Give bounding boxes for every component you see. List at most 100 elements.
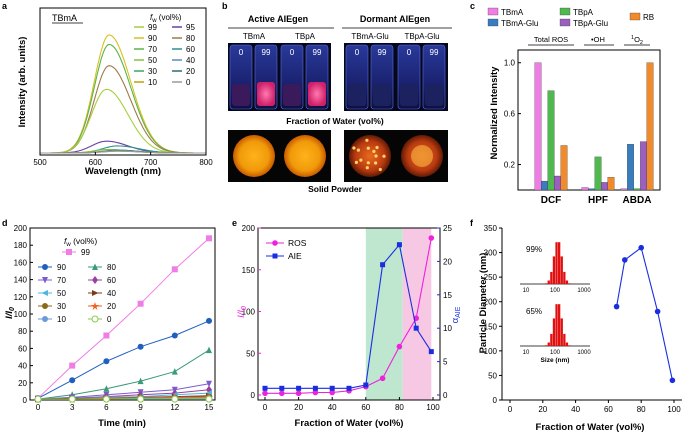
d-xtick-label: 9: [138, 403, 143, 412]
d-ytick-label: 60: [18, 344, 27, 353]
inset-65-bar: [547, 342, 550, 346]
d-xtick-label: 3: [70, 403, 75, 412]
inset-65-bar: [552, 318, 556, 346]
d-point-90: [69, 377, 76, 384]
a-xlabel: Wavelength (nm): [85, 166, 161, 177]
spectrum-80: [40, 65, 206, 154]
e-ytick-right-label: 5: [443, 358, 448, 367]
a-xtick-label: 600: [89, 158, 103, 167]
powder-speckle: [352, 146, 356, 150]
c-legend-swatch-TBpA-Glu: [559, 18, 571, 27]
c-legend-label-RB: RB: [643, 13, 654, 22]
c-ytick-label: 0.6: [504, 110, 516, 119]
e-point-ROS: [295, 390, 302, 397]
b-powder-photos: [228, 130, 448, 182]
e-ytick-right-label: 20: [443, 257, 452, 266]
d-legend-marker-60: [92, 276, 98, 284]
spectrum-99: [40, 88, 206, 154]
powder-speckle: [382, 154, 386, 158]
e-ytick-right-label: 25: [443, 224, 452, 233]
c-legend: TBmA TBmA-Glu TBpA TBpA-Glu RB: [487, 7, 654, 28]
inset-65-bar: [563, 333, 566, 346]
powder-speckle: [359, 158, 363, 162]
plot-frame-a: [39, 7, 207, 156]
inset-99-bar: [558, 242, 561, 284]
inset-99-bar: [545, 283, 548, 284]
c-legend-swatch-TBmA: [487, 7, 499, 16]
inset-99-bar: [555, 242, 558, 284]
bar-TBmA-Glu-DCF: [541, 180, 548, 191]
d-point-80: [103, 385, 110, 392]
d-ytick-label: 180: [14, 241, 28, 250]
vial-emission-glow: [308, 82, 326, 106]
c-ylabel: Normalized Intensity: [489, 66, 500, 160]
a-legend-label-95: 95: [186, 23, 195, 32]
panel-letter-c: c: [470, 1, 475, 11]
vial-emission-glow: [257, 82, 275, 106]
powder-speckle: [374, 161, 378, 165]
vial-label: 0: [407, 48, 412, 57]
vial-dark-liquid: [400, 84, 418, 106]
d-point-99: [69, 362, 76, 369]
a-legend-label-70: 70: [148, 45, 157, 54]
d-point-70: [206, 380, 212, 388]
b-group-active: Active AIEgen: [248, 14, 308, 24]
d-ytick-label: 80: [18, 327, 27, 336]
e-point-AIE: [346, 385, 352, 391]
spectrum-0: [40, 150, 206, 154]
e-point-AIE: [312, 385, 318, 391]
f-point: [622, 257, 628, 263]
d-legend-label-30: 30: [57, 302, 66, 311]
inset-65-bar: [560, 318, 563, 346]
e-xtick-label: 60: [361, 403, 370, 412]
e-legend-marker-AIE: [272, 253, 278, 259]
b-group-dormant: Dormant AIEgen: [360, 14, 430, 24]
inset-65-bar: [565, 342, 569, 346]
d-legend-label-80: 80: [107, 263, 116, 272]
d-ytick-label: 100: [14, 310, 28, 319]
vial-label: 99: [262, 48, 271, 57]
e-xtick-label: 0: [263, 403, 268, 412]
d-xtick-label: 15: [205, 403, 214, 412]
d-point-99: [171, 266, 178, 273]
d-legend-marker-0: [91, 315, 99, 323]
d-ytick-label: 120: [14, 293, 28, 302]
e-point-AIE: [396, 242, 402, 248]
a-legend-label-20: 20: [186, 67, 195, 76]
e-ytick-left-label: 200: [242, 224, 256, 233]
d-plot-frame: [29, 227, 216, 401]
d-xtick-label: 12: [170, 403, 179, 412]
b-name-TBpA: TBpA: [295, 32, 316, 41]
bar-TBmA-Glu-ABDA: [627, 144, 634, 191]
d-point-90: [137, 343, 144, 350]
f-xtick-label: 100: [667, 405, 681, 414]
f-point: [669, 377, 676, 384]
bar-TBpA-Glu-DCF: [554, 175, 561, 191]
d-legend-marker-90: [42, 264, 48, 270]
d-legend-marker-30: [42, 303, 48, 309]
vial-dark-liquid: [425, 84, 443, 106]
bar-TBpA-ABDA: [633, 188, 641, 191]
powder-speckle: [366, 146, 370, 150]
powder-sample: [349, 135, 391, 177]
spectrum-70: [40, 43, 206, 154]
c-legend-label-TBmA: TBmA: [501, 8, 524, 17]
inset-65-bar: [568, 345, 571, 346]
a-xtick-label: 800: [199, 158, 213, 167]
d-line-80: [37, 349, 210, 400]
d-point-80: [171, 368, 178, 375]
a-legend-label-50: 50: [148, 56, 157, 65]
a-x-ticks: 500 600 700 800: [33, 152, 213, 167]
f-series: [613, 244, 676, 384]
powder-speckle: [365, 166, 369, 170]
d-xlabel: Time (min): [98, 418, 146, 429]
d-legend-marker-70: [42, 277, 48, 284]
e-ytick-left-label: 150: [242, 266, 256, 275]
inset-65-tick: 100: [550, 350, 561, 356]
inset-99-tick: 1000: [577, 288, 591, 294]
e-point-AIE: [363, 382, 369, 388]
inset-99-bar: [547, 280, 550, 284]
d-ylabel: I/I0: [4, 307, 16, 319]
